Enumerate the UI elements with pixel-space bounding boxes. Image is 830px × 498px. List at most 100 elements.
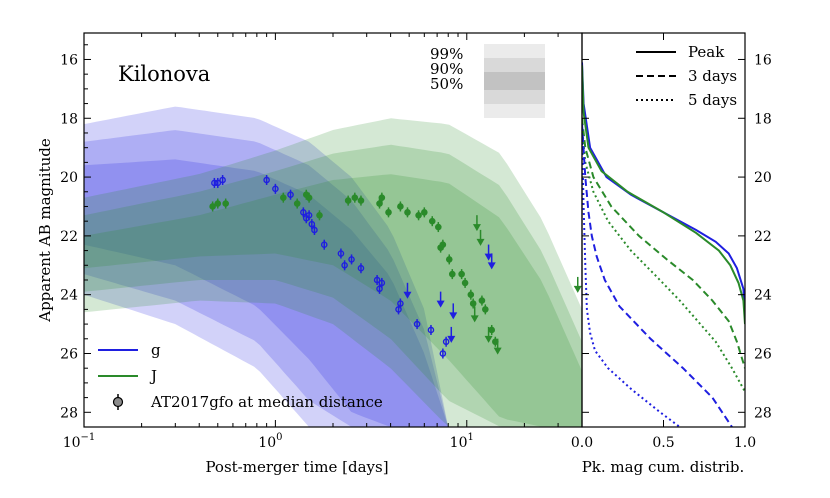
cdf-curve-j-5-days [582, 127, 745, 393]
band-g-99 [84, 106, 449, 427]
detection-j [351, 194, 359, 201]
detection-g [337, 250, 345, 257]
cdf-y-tick-label: 22 [754, 229, 772, 245]
upper-limit-arrow-g [447, 335, 456, 343]
cdf-y-tick-label: 24 [754, 288, 772, 304]
detection-j [305, 194, 313, 201]
band-label-50: 50% [430, 75, 463, 93]
upper-limit-arrow-j [484, 335, 493, 343]
cdf-y-tick-label: 16 [754, 52, 772, 68]
cdf-curve-j-3-days [582, 118, 745, 369]
detection-j [404, 209, 411, 216]
cdf-x-tick-label: 1.0 [734, 435, 756, 451]
line-style-legend: Peak 3 days 5 days [636, 43, 737, 109]
detection-j [428, 217, 436, 225]
detection-g [219, 176, 226, 184]
detection-g [211, 179, 218, 187]
y-tick-label: 22 [60, 229, 78, 245]
band-legend: 99% 90% 50% [430, 44, 545, 118]
detection-j [482, 306, 489, 313]
detection-j [378, 194, 386, 201]
detection-j [397, 203, 404, 210]
band-label-99: 99% [430, 45, 463, 63]
cumulative-curves [582, 62, 745, 427]
detection-j [316, 211, 323, 219]
detection-j [458, 270, 465, 278]
upper-limit-arrow-j [472, 224, 481, 232]
legend-3days-label: 3 days [688, 67, 737, 85]
probability-bands [84, 106, 582, 427]
detection-j [421, 209, 428, 216]
detection-g [373, 276, 381, 284]
detection-j [488, 326, 496, 334]
x-tick-exponent: −1 [81, 432, 96, 443]
detection-g [300, 209, 307, 216]
upper-limit-arrow-j [573, 285, 582, 293]
detection-g [272, 185, 279, 193]
legend-obs-marker [112, 396, 124, 408]
detection-g [287, 191, 294, 199]
legend-obs-label: AT2017gfo at median distance [150, 393, 383, 411]
cdf-x-tick-label: 0.5 [652, 435, 674, 451]
detection-g [357, 264, 365, 272]
detection-j [461, 279, 469, 287]
panel-title: Kilonova [118, 62, 210, 86]
x-tick-label: 101 [450, 432, 474, 451]
upper-limit-arrow-g [449, 312, 458, 320]
detection-g [395, 306, 402, 313]
band-j-99 [84, 118, 582, 427]
detection-g [311, 226, 318, 234]
cdf-curve-g-3-days [582, 124, 733, 427]
cdf-curve-j-peak [582, 65, 745, 325]
detection-j [435, 223, 442, 231]
detection-j [469, 300, 477, 307]
legend-5days-label: 5 days [688, 91, 737, 109]
detection-g [378, 279, 386, 287]
detection-g [305, 211, 313, 219]
x-tick-exponent: 0 [276, 432, 282, 443]
legend-peak-label: Peak [688, 43, 725, 61]
upper-limit-arrow-j [493, 347, 502, 355]
detection-j [357, 197, 365, 204]
detection-g [348, 256, 355, 263]
upper-limit-arrow-g [484, 253, 493, 261]
y-tick-label: 18 [60, 111, 78, 127]
detection-j [478, 297, 486, 304]
cdf-x-tick-label: 0.0 [571, 435, 593, 451]
cdf-y-tick-label: 18 [754, 111, 772, 127]
cdf-curve-g-5-days [582, 132, 681, 427]
band-label-90: 90% [430, 60, 463, 78]
detection-j [445, 256, 453, 263]
detection-j [385, 209, 392, 216]
series-legend: g J AT2017gfo at median distance [98, 341, 383, 411]
cdf-x-axis-label: Pk. mag cum. distrib. [582, 458, 745, 476]
x-tick-exponent: 1 [468, 432, 474, 443]
y-tick-label: 16 [60, 52, 78, 68]
detection-g [376, 285, 383, 293]
detection-j [439, 241, 447, 249]
detection-g [427, 326, 435, 334]
y-tick-label: 20 [60, 170, 78, 186]
detection-j [222, 200, 229, 207]
detection-j [376, 200, 383, 207]
detection-j [293, 200, 301, 207]
y-axis-label: Apparent AB magnitude [36, 138, 54, 323]
detection-j [214, 200, 222, 207]
y-tick-label: 26 [60, 346, 78, 362]
upper-limit-arrow-g [403, 291, 412, 299]
x-tick-label: 10−1 [63, 432, 96, 451]
detection-g [308, 220, 316, 228]
observations [209, 175, 582, 359]
band-legend-50 [484, 72, 545, 90]
x-axis-label: Post-merger time [days] [205, 458, 388, 476]
y-tick-label: 24 [60, 288, 78, 304]
band-g-50 [84, 159, 449, 427]
detection-j [344, 197, 352, 204]
detection-g [214, 179, 222, 187]
x-tick-label: 100 [258, 432, 282, 451]
cdf-y-tick-label: 26 [754, 346, 772, 362]
band-g-90 [84, 130, 449, 427]
cdf-ticks: 0.0 0.5 1.0 16 18 20 22 24 26 28 [571, 33, 772, 451]
